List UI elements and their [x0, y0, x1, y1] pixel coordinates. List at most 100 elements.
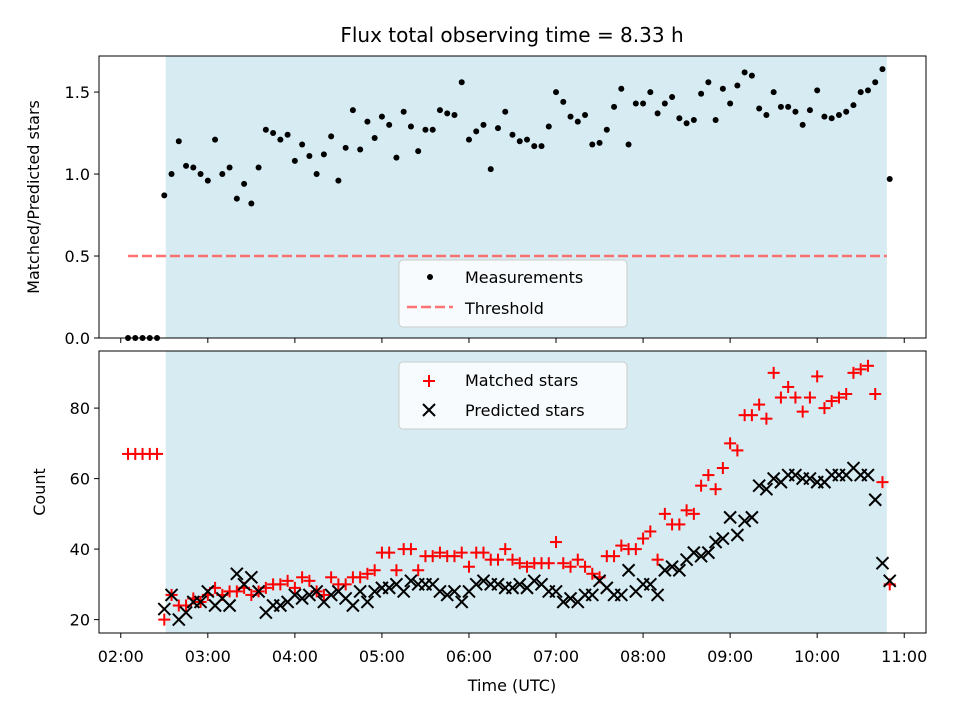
measurement-point — [429, 126, 436, 133]
predicted-star-point — [230, 567, 244, 581]
matched-star-point — [513, 557, 526, 570]
measurement-point — [843, 108, 850, 115]
matched-star-point — [695, 479, 708, 492]
predicted-star-point — [556, 595, 570, 609]
measurement-point — [516, 138, 523, 145]
predicted-star-stroke-b — [338, 591, 353, 606]
predicted-star-point — [716, 531, 730, 546]
measurement-point — [255, 164, 262, 171]
matched-star-point — [404, 543, 417, 556]
x-tick-label: 10:00 — [794, 647, 840, 666]
predicted-star-point — [288, 588, 302, 602]
measurement-point — [850, 102, 857, 109]
predicted-star-stroke-b — [883, 574, 897, 588]
predicted-star-stroke-b — [788, 468, 803, 482]
matched-star-point — [368, 564, 381, 577]
measurement-point — [357, 146, 364, 153]
x-tick-label: 05:00 — [359, 647, 405, 666]
measurement-point — [386, 121, 393, 128]
top-y-axis-label: Matched/Predicted stars — [24, 100, 43, 294]
predicted-star-stroke-b — [244, 570, 259, 585]
predicted-star-stroke-b — [295, 591, 309, 606]
matched-star-point — [521, 560, 534, 573]
predicted-star-point — [759, 482, 774, 496]
predicted-star-stroke-b — [513, 577, 527, 592]
measurement-point — [661, 100, 668, 107]
predicted-star-point — [803, 471, 817, 486]
measurement-point — [183, 162, 190, 169]
measurement-point — [690, 116, 697, 123]
predicted-star-stroke-b — [658, 563, 672, 577]
measurement-point — [560, 98, 567, 105]
predicted-star-point — [251, 584, 266, 599]
predicted-star-point — [513, 577, 527, 592]
predicted-star-stroke-b — [447, 584, 462, 599]
legend-predicted-label: Predicted stars — [465, 401, 585, 420]
matched-star-point — [803, 391, 816, 404]
top-y-tick-label: 1.0 — [65, 165, 90, 184]
predicted-star-point — [157, 602, 171, 616]
measurement-point — [806, 107, 813, 114]
predicted-star-point — [447, 584, 462, 599]
predicted-star-point — [244, 570, 259, 585]
measurement-point — [712, 116, 719, 123]
top-y-tick-label: 0.0 — [65, 329, 90, 348]
measurement-point — [241, 180, 248, 187]
measurement-point — [335, 177, 342, 184]
predicted-star-point — [455, 595, 469, 609]
matched-star-point — [296, 571, 309, 584]
measurement-point — [625, 141, 632, 148]
measurement-point — [553, 89, 560, 96]
predicted-star-point — [404, 574, 418, 588]
matched-star-point — [789, 391, 802, 404]
matched-star-point — [840, 388, 853, 401]
matched-star-point — [361, 567, 374, 580]
predicted-star-point — [687, 545, 701, 560]
measurement-point — [524, 136, 531, 143]
bottom-legend-box — [398, 361, 628, 430]
matched-star-point — [325, 571, 338, 584]
predicted-star-stroke-b — [621, 563, 636, 577]
bottom-y-axis-label: Count — [30, 468, 49, 516]
predicted-star-stroke-b — [694, 549, 708, 563]
predicted-star-point — [309, 584, 324, 599]
matched-star-point — [687, 507, 700, 520]
matched-star-point — [158, 613, 171, 626]
matched-star-point — [571, 553, 584, 566]
predicted-star-stroke-b — [273, 598, 288, 613]
measurement-point — [763, 112, 770, 119]
measurement-point — [705, 79, 712, 86]
predicted-star-stroke-b — [759, 482, 774, 496]
predicted-star-point — [346, 598, 360, 613]
matched-star-point — [557, 557, 570, 570]
predicted-star-stroke-b — [745, 510, 759, 525]
legend-matched-marker — [423, 375, 435, 387]
predicted-star-stroke-b — [164, 588, 179, 602]
measurement-point — [632, 100, 639, 107]
predicted-star-stroke-b — [600, 581, 614, 595]
predicted-star-stroke-b — [556, 595, 570, 609]
predicted-star-point — [549, 584, 563, 599]
predicted-star-stroke-b — [389, 577, 404, 592]
measurement-point — [444, 110, 451, 117]
predicted-star-point — [745, 510, 759, 525]
predicted-star-point — [708, 535, 723, 549]
measurement-point — [828, 115, 835, 122]
predicted-star-stroke-b — [476, 574, 491, 588]
predicted-star-stroke-b — [288, 588, 302, 602]
predicted-star-point — [396, 584, 411, 599]
predicted-star-point — [672, 563, 687, 577]
predicted-star-stroke-b — [643, 577, 658, 592]
legend-measurements-label: Measurements — [465, 268, 583, 287]
matched-star-point — [586, 567, 599, 580]
predicted-star-stroke-b — [846, 461, 861, 475]
measurement-point — [313, 171, 320, 178]
predicted-star-point — [367, 584, 382, 599]
measurement-point — [582, 112, 589, 119]
matched-star-point — [731, 444, 744, 457]
predicted-star-stroke-b — [701, 545, 716, 560]
predicted-star-stroke-b — [549, 584, 563, 599]
matched-star-point — [288, 581, 301, 594]
predicted-star-stroke-b — [360, 595, 375, 609]
matched-star-point — [550, 536, 563, 549]
